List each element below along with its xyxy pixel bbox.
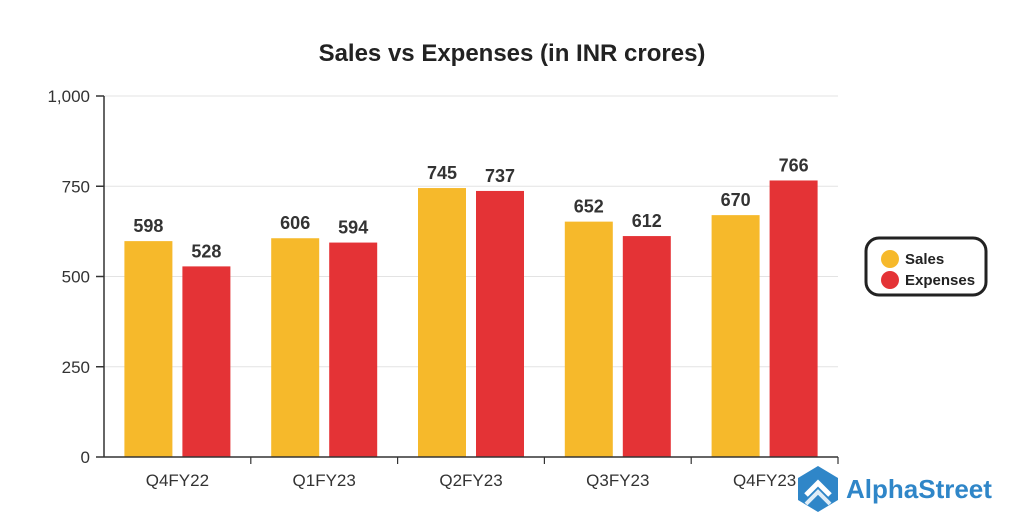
data-label-sales: 606 — [280, 213, 310, 233]
x-tick-label: Q2FY23 — [439, 471, 502, 490]
legend-label-sales: Sales — [905, 251, 944, 268]
bar-expenses-q2fy23 — [476, 190, 524, 457]
bar-sales-q2fy23 — [418, 188, 466, 457]
bar-sales-q4fy22 — [124, 241, 173, 457]
x-axis-ticks: Q4FY22 Q1FY23 Q2FY23 Q3FY23 Q4FY23 — [146, 457, 839, 490]
brand-name: AlphaStreet — [846, 474, 992, 504]
data-label-expenses: 594 — [338, 218, 368, 238]
y-tick-label: 0 — [81, 448, 90, 467]
data-label-sales: 745 — [427, 163, 457, 183]
bar-expenses-q3fy23 — [622, 236, 671, 457]
y-tick-label: 500 — [62, 268, 90, 287]
alphastreet-logo-icon — [798, 466, 838, 512]
x-tick-label: Q4FY23 — [733, 471, 796, 490]
y-tick-label: 250 — [62, 358, 90, 377]
data-label-expenses: 766 — [779, 155, 809, 175]
x-tick-label: Q3FY23 — [586, 471, 649, 490]
data-labels: 598 528 606 594 745 737 652 612 670 766 — [133, 155, 808, 261]
data-label-expenses: 528 — [191, 241, 221, 261]
bar-expenses-q1fy23 — [329, 242, 378, 457]
data-label-expenses: 737 — [485, 166, 515, 186]
bar-sales-q3fy23 — [564, 221, 613, 457]
brand-logo: AlphaStreet — [798, 466, 992, 512]
legend-swatch-expenses — [881, 271, 899, 289]
data-label-sales: 598 — [133, 216, 163, 236]
chart-title: Sales vs Expenses (in INR crores) — [319, 40, 706, 67]
data-label-sales: 670 — [721, 190, 751, 210]
bar-sales-q1fy23 — [271, 238, 320, 457]
x-tick-label: Q4FY22 — [146, 471, 209, 490]
bar-expenses-q4fy22 — [182, 266, 231, 457]
legend-swatch-sales — [881, 250, 899, 268]
y-tick-label: 750 — [62, 177, 90, 196]
bars — [124, 180, 818, 457]
bar-expenses-q4fy23 — [769, 180, 818, 457]
legend: Sales Expenses — [864, 236, 988, 297]
y-tick-label: 1,000 — [47, 87, 90, 106]
data-label-expenses: 612 — [632, 211, 662, 231]
y-axis-ticks: 0 250 500 750 1,000 — [47, 87, 104, 467]
data-label-sales: 652 — [574, 197, 604, 217]
legend-label-expenses: Expenses — [905, 272, 975, 289]
x-tick-label: Q1FY23 — [293, 471, 356, 490]
bar-sales-q4fy23 — [711, 215, 760, 457]
